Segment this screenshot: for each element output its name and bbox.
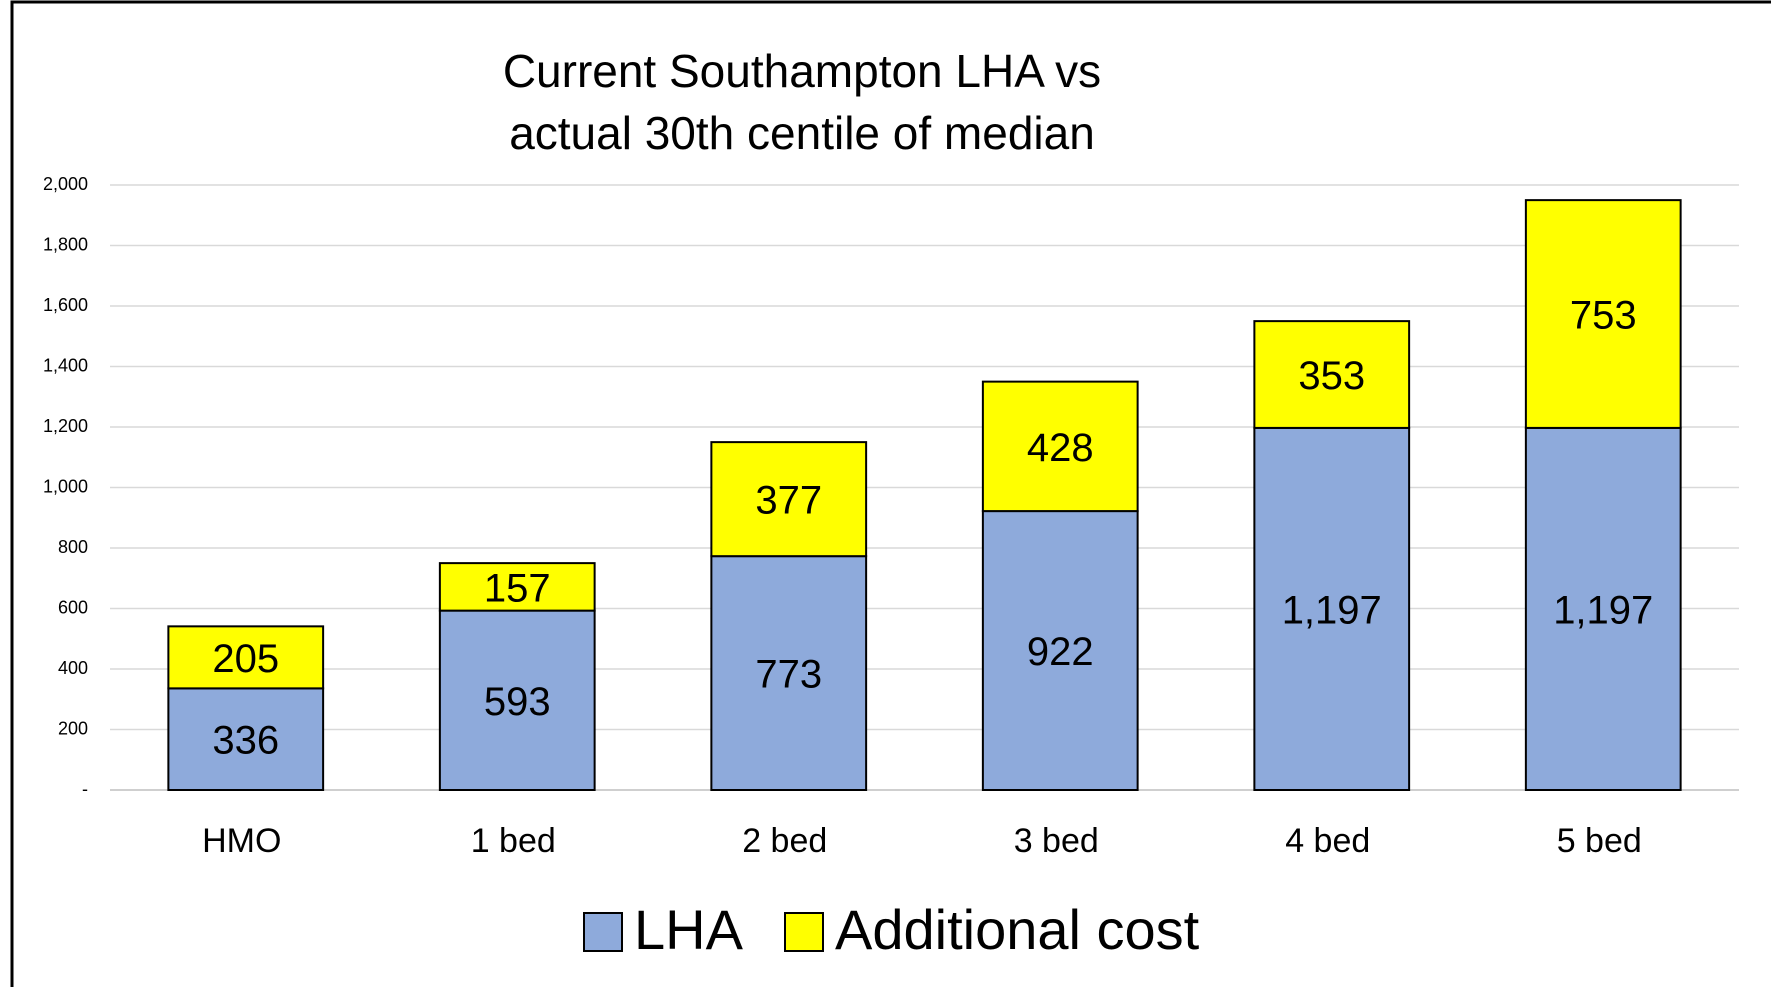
y-tick-label: 1,800 <box>43 234 88 254</box>
bar-segment <box>1524 199 1682 429</box>
y-tick-label: 600 <box>58 597 88 617</box>
y-tick-label: 800 <box>58 537 88 557</box>
bar-segment <box>438 562 596 612</box>
bar-segment <box>167 687 325 791</box>
data-label: 377 <box>755 479 822 523</box>
legend-label: Additional cost <box>835 898 1200 961</box>
y-tick-label: 1,000 <box>43 476 88 496</box>
data-label: 753 <box>1570 294 1637 338</box>
data-label: 773 <box>755 653 822 697</box>
y-tick-label: 1,200 <box>43 416 88 436</box>
data-label: 1,197 <box>1282 589 1382 633</box>
y-tick-label: - <box>82 779 88 799</box>
y-tick-label: 200 <box>58 718 88 738</box>
y-tick-label: 1,600 <box>43 295 88 315</box>
data-label: 593 <box>484 680 551 724</box>
bar-segment <box>710 441 868 558</box>
y-tick-label: 400 <box>58 658 88 678</box>
y-tick-label: 1,400 <box>43 355 88 375</box>
data-label: 205 <box>212 637 279 681</box>
bar-segment <box>981 510 1139 791</box>
bar-segment <box>167 625 325 690</box>
data-label: 157 <box>484 566 551 610</box>
x-tick-label: 3 bed <box>1014 822 1099 860</box>
bar-segment <box>438 609 596 791</box>
chart-frame <box>10 0 1771 987</box>
x-tick-label: 1 bed <box>471 822 556 860</box>
data-label: 353 <box>1298 354 1365 398</box>
bar-segment <box>1524 426 1682 791</box>
bar-segment <box>1253 426 1411 791</box>
x-tick-label: 4 bed <box>1285 822 1370 860</box>
x-tick-label: 2 bed <box>742 822 827 860</box>
bar-segment <box>1253 320 1411 429</box>
legend-swatch <box>583 912 623 952</box>
y-tick-label: 2,000 <box>43 174 88 194</box>
legend-swatch <box>784 912 824 952</box>
bar-segment <box>710 555 868 791</box>
bar-segment <box>981 380 1139 513</box>
legend-label: LHA <box>634 898 744 961</box>
data-label: 336 <box>212 719 279 763</box>
chart-title: actual 30th centile of median <box>509 107 1095 159</box>
chart-title: Current Southampton LHA vs <box>503 45 1101 97</box>
data-label: 1,197 <box>1553 589 1653 633</box>
x-tick-label: HMO <box>202 822 281 860</box>
data-label: 428 <box>1027 426 1094 470</box>
data-label: 922 <box>1027 630 1094 674</box>
x-tick-label: 5 bed <box>1557 822 1642 860</box>
